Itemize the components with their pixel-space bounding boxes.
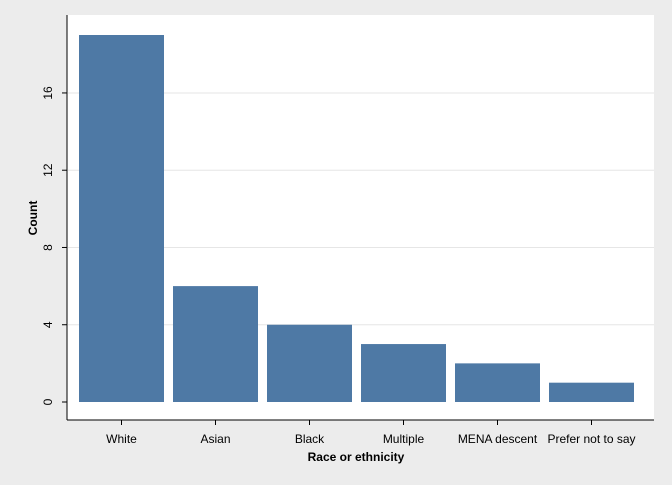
bar-mena-descent [455,363,540,402]
x-tick-label-white: White [106,432,137,446]
y-tick-label-16: 16 [41,86,55,100]
x-tick-label-mena-descent: MENA descent [458,432,538,446]
gridlines [68,92,654,326]
y-tick-label-8: 8 [41,244,55,251]
plot-area [67,15,654,420]
y-axis-label: Count [26,201,40,236]
bar-asian [173,286,258,402]
bar-white [79,35,164,402]
y-tick-label-0: 0 [41,398,55,405]
x-tick-label-prefer-not-to-say: Prefer not to say [547,432,635,446]
bars [79,35,634,402]
x-tick-label-multiple: Multiple [383,432,425,446]
x-tick-label-asian: Asian [200,432,230,446]
y-tick-label-4: 4 [41,321,55,328]
y-tick-label-12: 12 [41,163,55,177]
x-axis-label: Race or ethnicity [308,450,405,464]
x-tick-label-black: Black [295,432,325,446]
axes [66,15,654,421]
bar-black [267,324,352,402]
y-ticks: 0 4 8 12 16 [41,86,67,405]
x-ticks: White Asian Black Multiple MENA descent Prefe… [106,420,636,446]
bar-multiple [361,344,446,402]
bar-prefer-not-to-say [549,382,634,402]
